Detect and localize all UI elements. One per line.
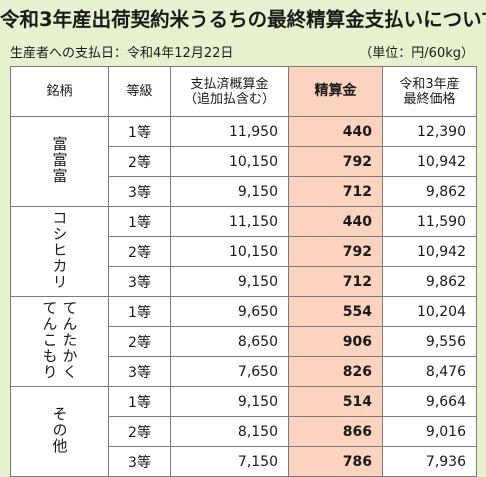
final-price-cell: 9,862 bbox=[382, 176, 477, 207]
brand-label: 富富富 bbox=[50, 135, 69, 184]
settlement-cell: 792 bbox=[288, 236, 383, 267]
paid-cell: 11,950 bbox=[170, 116, 289, 147]
header-row: 銘柄 等級 支払済概算金 （追加払含む） 精算金 令和3年産 最終価格 bbox=[10, 66, 477, 117]
grade-cell: 1等 bbox=[108, 116, 171, 147]
paid-cell: 9,150 bbox=[170, 176, 289, 207]
header-paid-label: 支払済概算金 （追加払含む） bbox=[183, 76, 275, 107]
paid-cell: 10,150 bbox=[170, 146, 289, 177]
brand-cell: コシヒカリ bbox=[10, 206, 109, 297]
grade-cell: 2等 bbox=[108, 236, 171, 267]
table-row: 富富富 1等 11,950 440 12,390 bbox=[10, 116, 477, 207]
settlement-cell: 554 bbox=[288, 296, 383, 327]
paid-cell: 11,150 bbox=[170, 206, 289, 237]
final-price-cell: 9,664 bbox=[382, 386, 477, 417]
final-price-cell: 10,942 bbox=[382, 146, 477, 177]
settlement-cell: 712 bbox=[288, 176, 383, 207]
brand-cell: その他 bbox=[10, 386, 109, 477]
unit-note: （単位：円/60kg） bbox=[359, 46, 474, 61]
paid-cell: 10,150 bbox=[170, 236, 289, 267]
header-final: 令和3年産 最終価格 bbox=[382, 66, 477, 117]
header-paid: 支払済概算金 （追加払含む） bbox=[170, 66, 289, 117]
brand-label: その他 bbox=[50, 405, 69, 454]
table-row: コシヒカリ 1等 11,150 440 11,590 bbox=[10, 206, 477, 297]
table-body: 富富富 1等 11,950 440 12,390 2等 10,150 792 10,942 3等 9… bbox=[10, 116, 477, 477]
paid-cell: 8,150 bbox=[170, 416, 289, 447]
final-price-cell: 7,936 bbox=[382, 446, 477, 477]
table-row: その他 1等 9,150 514 9,664 bbox=[10, 386, 477, 477]
header-brand: 銘柄 bbox=[10, 66, 109, 117]
final-price-cell: 9,862 bbox=[382, 266, 477, 297]
settlement-table: 銘柄 等級 支払済概算金 （追加払含む） 精算金 令和3年産 最終価格 富富富 1等 1… bbox=[10, 66, 477, 477]
settlement-cell: 906 bbox=[288, 326, 383, 357]
grade-cell: 3等 bbox=[108, 266, 171, 297]
table-row: 2等 8,650 906 9,556 bbox=[11, 326, 477, 357]
grade-cell: 3等 bbox=[108, 356, 171, 387]
brand-label: てんたかく てんこもり bbox=[40, 299, 79, 380]
paid-cell: 9,150 bbox=[170, 386, 289, 417]
settlement-cell: 440 bbox=[288, 116, 383, 147]
brand-label: コシヒカリ bbox=[50, 209, 69, 290]
settlement-cell: 440 bbox=[288, 206, 383, 237]
grade-cell: 3等 bbox=[108, 446, 171, 477]
grade-cell: 2等 bbox=[108, 416, 171, 447]
paid-cell: 8,650 bbox=[170, 326, 289, 357]
settlement-cell: 826 bbox=[288, 356, 383, 387]
table-row: てんたかく てんこもり 1等 9,650 554 10,204 bbox=[10, 296, 477, 387]
table-row: 3等 7,650 826 8,476 bbox=[11, 356, 477, 387]
settlement-cell: 792 bbox=[288, 146, 383, 177]
table-row: 3等 9,150 712 9,862 bbox=[11, 176, 477, 207]
final-price-cell: 9,016 bbox=[382, 416, 477, 447]
paid-cell: 7,650 bbox=[170, 356, 289, 387]
grade-cell: 1等 bbox=[108, 296, 171, 327]
final-price-cell: 10,942 bbox=[382, 236, 477, 267]
grade-cell: 3等 bbox=[108, 176, 171, 207]
paid-cell: 9,650 bbox=[170, 296, 289, 327]
table-row: 3等 9,150 712 9,862 bbox=[11, 266, 477, 297]
brand-cell: てんたかく てんこもり bbox=[10, 296, 109, 387]
brand-cell: 富富富 bbox=[10, 116, 109, 207]
final-price-cell: 10,204 bbox=[382, 296, 477, 327]
final-price-cell: 8,476 bbox=[382, 356, 477, 387]
paid-cell: 9,150 bbox=[170, 266, 289, 297]
page-title: 令和3年産出荷契約米うるちの最終精算金支払いについて bbox=[0, 8, 486, 31]
final-price-cell: 12,390 bbox=[382, 116, 477, 147]
grade-cell: 1等 bbox=[108, 206, 171, 237]
payment-date: 生産者への支払日：令和4年12月22日 bbox=[10, 46, 234, 61]
settlement-cell: 514 bbox=[288, 386, 383, 417]
final-price-cell: 11,590 bbox=[382, 206, 477, 237]
settlement-cell: 712 bbox=[288, 266, 383, 297]
header-settlement: 精算金 bbox=[288, 66, 383, 117]
header-grade: 等級 bbox=[108, 66, 171, 117]
header-final-label: 令和3年産 最終価格 bbox=[399, 76, 460, 107]
table-row: 2等 10,150 792 10,942 bbox=[11, 236, 477, 267]
grade-cell: 1等 bbox=[108, 386, 171, 417]
grade-cell: 2等 bbox=[108, 146, 171, 177]
settlement-cell: 786 bbox=[288, 446, 383, 477]
table-row: 2等 10,150 792 10,942 bbox=[11, 146, 477, 177]
final-price-cell: 9,556 bbox=[382, 326, 477, 357]
paid-cell: 7,150 bbox=[170, 446, 289, 477]
settlement-cell: 866 bbox=[288, 416, 383, 447]
grade-cell: 2等 bbox=[108, 326, 171, 357]
